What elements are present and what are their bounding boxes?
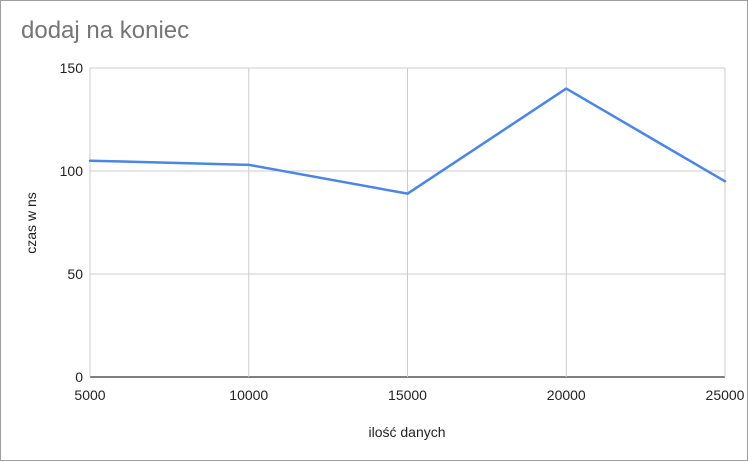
y-axis-label: czas w ns (23, 192, 39, 253)
x-tick-label: 25000 (706, 387, 745, 403)
y-tick-label: 150 (60, 60, 84, 76)
x-tick-label: 10000 (229, 387, 268, 403)
y-tick-label: 0 (75, 369, 83, 385)
y-tick-label: 100 (60, 163, 84, 179)
series-line (88, 87, 727, 195)
x-axis-label: ilość danych (368, 424, 445, 440)
y-tick-labels: 0 50 100 150 (60, 60, 84, 385)
x-tick-label: 20000 (547, 387, 586, 403)
x-tick-label: 15000 (388, 387, 427, 403)
x-tick-label: 5000 (74, 387, 105, 403)
x-tick-labels: 5000 10000 15000 20000 25000 (74, 387, 744, 403)
y-tick-label: 50 (67, 266, 83, 282)
grid-lines (89, 67, 726, 378)
chart-title: dodaj na koniec (21, 17, 190, 44)
series-lines (88, 87, 727, 195)
